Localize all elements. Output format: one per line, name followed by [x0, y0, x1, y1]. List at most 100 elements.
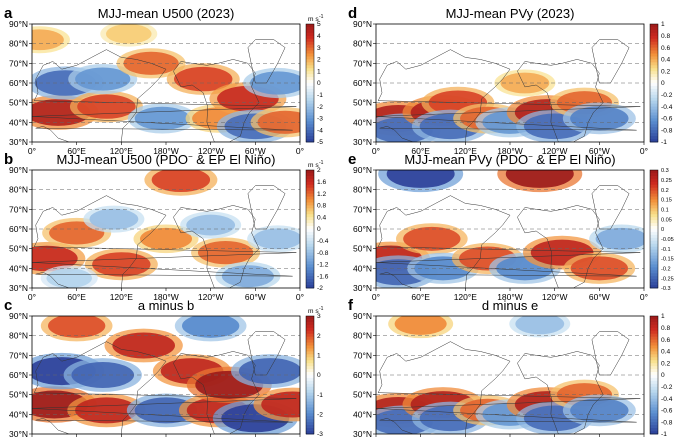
coastline — [32, 195, 297, 288]
x-tick-label: 60°E — [411, 292, 430, 302]
y-tick-label: 90°N — [9, 19, 28, 29]
anomaly-mark — [32, 245, 78, 272]
colorbar-segment — [306, 422, 314, 426]
colorbar-tick-label: 0 — [661, 80, 665, 87]
colorbar-segment — [650, 422, 658, 426]
y-tick-label: 30°N — [9, 429, 28, 437]
y-tick-label: 50°N — [9, 98, 28, 108]
colorbar-segment — [306, 395, 314, 399]
colorbar-segment — [650, 38, 658, 43]
x-tick-label: 60°W — [245, 146, 266, 156]
colorbar-segment — [306, 80, 314, 84]
anomaly-mark — [46, 268, 93, 288]
colorbar-segment — [306, 392, 314, 397]
panel-title: MJJ-mean U500 (PDO− & EP El Niño) — [56, 152, 275, 167]
colorbar-segment — [306, 357, 314, 361]
anomaly-mark — [92, 252, 151, 277]
colorbar-segment — [650, 187, 658, 192]
colorbar-segment — [306, 139, 314, 143]
colorbar-frame — [649, 315, 659, 435]
colorbar-segment — [650, 50, 658, 54]
colorbar-segment — [650, 240, 658, 245]
colorbar-segment — [650, 342, 658, 346]
colorbar-tick-label: 0 — [317, 226, 321, 233]
colorbar-segment — [650, 357, 658, 361]
colorbar-segment — [650, 80, 658, 84]
anomaly-mark — [112, 332, 175, 359]
colorbar-segment — [650, 47, 658, 51]
colorbar-segment — [650, 413, 658, 417]
colorbar-segment — [306, 226, 314, 230]
x-tick-label: 0° — [28, 146, 36, 156]
colorbar-segment — [306, 38, 314, 43]
coastline — [173, 205, 260, 288]
colorbar-segment — [306, 202, 314, 206]
x-tick-label: 180°W — [497, 146, 523, 156]
colorbar-tick-label: -0.2 — [661, 267, 671, 273]
anomaly-mark — [570, 256, 628, 281]
colorbar-segment — [306, 44, 314, 48]
colorbar-tick-label: 0.3 — [661, 168, 669, 174]
colorbar-tick-label: 0.8 — [317, 203, 326, 210]
colorbar-segment — [306, 383, 314, 388]
x-tick-label: 60°W — [245, 292, 266, 302]
x-tick-label: 120°E — [110, 292, 134, 302]
colorbar-tick-label: -0.6 — [661, 408, 673, 415]
anomaly-mark — [197, 241, 254, 265]
coastline — [517, 205, 604, 288]
panel-title: a minus b — [138, 298, 194, 313]
colorbar-segment — [306, 118, 314, 122]
colorbar-segment — [650, 273, 658, 277]
anomaly-mark — [570, 398, 629, 423]
colorbar-segment — [306, 386, 314, 391]
colorbar-segment — [306, 285, 314, 289]
colorbar-tick-label: -1 — [317, 92, 323, 99]
colorbar-tick-label: 0.25 — [661, 178, 672, 184]
colorbar-segment — [306, 127, 314, 131]
colorbar-segment — [650, 217, 658, 221]
colorbar-frame — [649, 23, 659, 143]
colorbar-segment — [650, 127, 658, 131]
colorbar-segment — [650, 184, 658, 189]
colorbar-segment — [306, 327, 314, 332]
y-tick-label: 80°N — [9, 39, 28, 49]
colorbar-tick-label: 1 — [661, 21, 665, 28]
anomaly-mark — [570, 106, 629, 131]
colorbar-tick-label: -0.15 — [661, 257, 674, 263]
anomaly-mark — [174, 66, 233, 92]
colorbar-segment — [306, 178, 314, 183]
colorbar-segment — [306, 279, 314, 283]
anomaly-mark — [515, 316, 565, 335]
colorbar-segment — [306, 270, 314, 274]
colorbar-segment — [306, 231, 314, 236]
colorbar-segment — [306, 187, 314, 192]
colorbar: 1 0.8 0.6 0.4 0.2 0 -0.2 -0.4 -0.6 -0.8 -1 — [649, 313, 673, 437]
colorbar-tick-label: -0.3 — [661, 286, 671, 292]
colorbar-segment — [306, 398, 314, 402]
colorbar-tick-label: 1.2 — [317, 191, 326, 198]
colorbar-segment — [650, 316, 658, 320]
colorbar-segment — [650, 255, 658, 259]
y-tick-label: 40°N — [9, 263, 28, 273]
colorbar-segment — [306, 103, 314, 107]
anomaly-mark — [386, 170, 455, 188]
colorbar-segment — [306, 404, 314, 408]
colorbar-tick-label: 0.4 — [661, 349, 670, 356]
colorbar-segment — [650, 196, 658, 200]
colorbar-segment — [650, 246, 658, 251]
colorbar-segment — [306, 321, 314, 326]
colorbar-segment — [306, 419, 314, 423]
y-tick-label: 80°N — [353, 185, 372, 195]
colorbar-segment — [650, 377, 658, 382]
colorbar-segment — [650, 208, 658, 212]
anomaly-mark — [75, 397, 138, 424]
colorbar-segment — [306, 223, 314, 227]
colorbar-tick-label: 0.1 — [661, 208, 669, 214]
y-tick-label: 50°N — [353, 98, 372, 108]
y-tick-label: 70°N — [353, 350, 372, 360]
colorbar-segment — [306, 354, 314, 358]
colorbar-segment — [306, 74, 314, 78]
panel-a: 90°N80°N70°N60°N50°N40°N30°N0° 60°E 120°E 1… — [4, 5, 324, 156]
y-tick-label: 60°N — [9, 370, 28, 380]
colorbar-segment — [650, 419, 658, 423]
